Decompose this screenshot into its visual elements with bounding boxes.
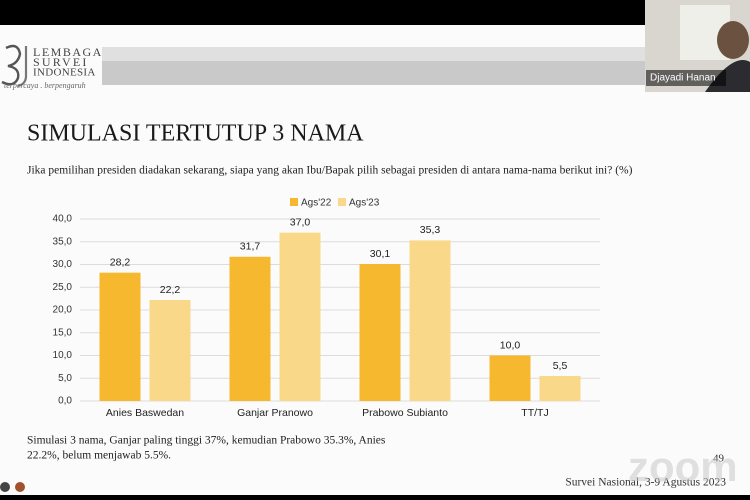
data-label: 28,2 <box>110 256 131 268</box>
control-icon[interactable] <box>15 482 25 492</box>
note: Simulasi 3 nama, Ganjar paling tinggi 37… <box>27 435 386 447</box>
data-label: 22,2 <box>160 284 181 296</box>
note: 22.2%, belum menjawab 5.5%. <box>27 450 171 462</box>
bar <box>409 240 451 401</box>
x-tick-label: TT/TJ <box>521 407 548 419</box>
control-icon[interactable] <box>0 482 10 492</box>
bar <box>229 256 271 401</box>
y-tick-label: 10,0 <box>53 350 73 361</box>
y-tick-label: 30,0 <box>53 259 73 270</box>
zoom-watermark: zoom <box>628 443 738 490</box>
chart: 0,0 5,0 10,0 15,0 20,0 25,0 30,0 35,0 40,0 Ags'22… <box>53 198 600 419</box>
chart-title: SIMULASI TERTUTUP 3 NAMA <box>27 121 364 147</box>
bar <box>279 232 321 401</box>
y-tick-label: 25,0 <box>53 282 73 293</box>
bar <box>359 264 401 401</box>
y-tick-label: 15,0 <box>53 327 73 338</box>
name-badge <box>646 70 726 86</box>
data-label: 5,5 <box>553 360 568 372</box>
logo-text: SURVEI <box>33 55 89 69</box>
legend-swatch <box>290 198 298 206</box>
bar <box>149 299 191 401</box>
header-band-light <box>102 47 645 61</box>
x-tick-label: Anies Baswedan <box>106 407 184 419</box>
y-tick-label: 40,0 <box>53 214 73 225</box>
video-person <box>717 21 749 59</box>
data-label: 35,3 <box>420 224 441 236</box>
participant-name: Djayadi Hanan <box>650 73 716 84</box>
bar <box>99 272 141 401</box>
footer: Survei Nasional, 3-9 Agustus 2023 <box>565 477 726 489</box>
bar <box>539 375 581 401</box>
logo-text: LEMBAGA <box>33 45 103 59</box>
data-label: 31,7 <box>240 241 261 253</box>
legend-swatch <box>338 198 346 206</box>
x-tick-label: Prabowo Subianto <box>362 407 448 419</box>
page-number: 49 <box>713 453 725 465</box>
slide <box>0 25 750 495</box>
legend-label: Ags'23 <box>349 198 380 209</box>
logo-mark <box>1 44 22 86</box>
data-label: 10,0 <box>500 339 521 351</box>
bar <box>489 355 531 401</box>
y-tick-label: 5,0 <box>58 373 72 384</box>
data-label: 37,0 <box>290 216 311 228</box>
legend-label: Ags'22 <box>301 198 332 209</box>
x-tick-label: Ganjar Pranowo <box>237 407 313 419</box>
logo-mark <box>17 46 28 88</box>
logo-text: INDONESIA <box>33 67 96 79</box>
y-tick-label: 35,0 <box>53 236 73 247</box>
y-tick-label: 0,0 <box>58 396 72 407</box>
logo-tagline: terpercaya . berpengaruh <box>4 81 86 90</box>
y-tick-label: 20,0 <box>53 305 73 316</box>
chart-subtitle: Jika pemilihan presiden diadakan sekaran… <box>27 165 633 177</box>
data-label: 30,1 <box>370 248 391 260</box>
